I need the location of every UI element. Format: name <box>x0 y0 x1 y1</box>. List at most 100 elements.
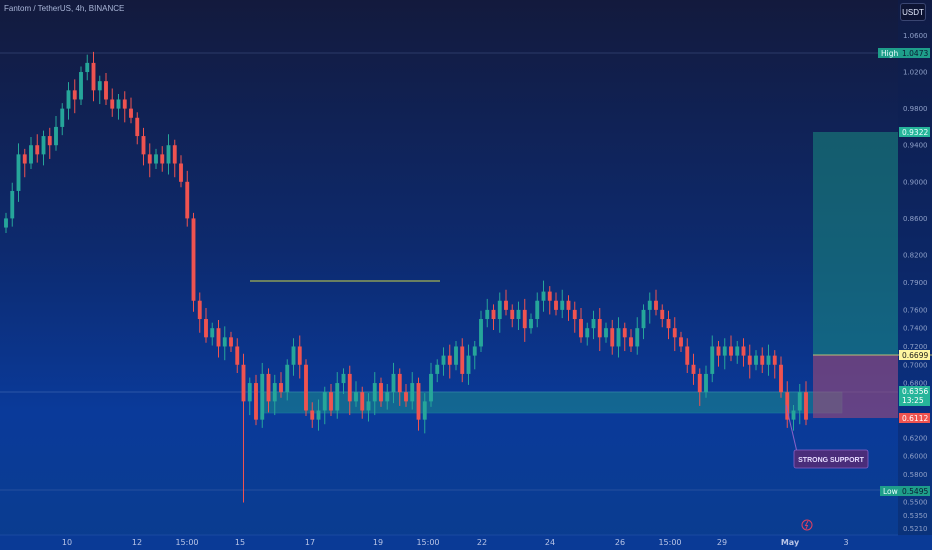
candle-body <box>222 337 227 347</box>
candle-body <box>41 136 46 155</box>
candle-body <box>354 392 358 402</box>
candle-body <box>166 145 171 164</box>
svg-text:0.6699: 0.6699 <box>902 351 928 360</box>
candle-body <box>516 309 521 320</box>
candle-body <box>772 355 777 365</box>
candle-body <box>347 373 352 402</box>
price-axis-panel[interactable] <box>898 0 932 550</box>
candle-body <box>672 328 677 338</box>
candle-body <box>741 346 746 356</box>
candle-body <box>404 392 408 402</box>
time-axis-panel[interactable] <box>0 535 932 550</box>
candle-body <box>185 181 190 219</box>
price-tick-label: 1.0200 <box>903 69 928 77</box>
candle-body <box>335 383 340 411</box>
candle-body <box>479 319 483 347</box>
candle-body <box>235 346 240 365</box>
candle-body <box>304 364 308 411</box>
candle-body <box>272 383 277 402</box>
candle-body <box>579 319 583 338</box>
time-tick-label: 15:00 <box>416 538 439 547</box>
time-tick-label: 22 <box>477 538 487 547</box>
candle-body <box>654 300 658 310</box>
candle-body <box>560 300 565 310</box>
svg-text:0.5495: 0.5495 <box>902 487 928 496</box>
candle-body <box>691 364 696 374</box>
stop-zone[interactable] <box>813 355 898 418</box>
time-tick-label: 29 <box>717 538 727 547</box>
candle-body <box>572 309 577 320</box>
candle-body <box>241 364 246 402</box>
price-tick-label: 0.6800 <box>903 380 928 388</box>
callout-pointer <box>785 404 798 453</box>
lightning-icon[interactable] <box>801 519 813 531</box>
candle-body <box>160 154 165 164</box>
symbol-title[interactable]: Fantom / TetherUS, 4h, BINANCE <box>4 4 125 13</box>
price-tick-label: 0.5210 <box>903 525 928 533</box>
price-tick-label: 0.5500 <box>903 498 928 506</box>
candle-body <box>722 346 727 356</box>
candle-body <box>29 145 33 164</box>
candle-body <box>766 355 771 365</box>
entry-price-tag: 0.6699 <box>899 350 930 360</box>
candle-body <box>504 300 508 310</box>
price-tick-label: 0.6200 <box>903 434 928 442</box>
candle-body <box>779 364 783 393</box>
candle-body <box>454 346 458 365</box>
time-tick-label: 15 <box>235 538 245 547</box>
candle-body <box>129 108 133 118</box>
candle-body <box>385 392 390 402</box>
candle-body <box>397 373 402 393</box>
candle-body <box>172 145 177 164</box>
candle-body <box>147 154 152 164</box>
candle-body <box>529 319 533 329</box>
price-tick-label: 0.7200 <box>903 343 928 351</box>
candle-body <box>660 309 665 320</box>
strong-support-callout[interactable] <box>793 449 869 469</box>
callout-label: STRONG SUPPORT <box>798 457 864 464</box>
candle-body <box>441 355 446 365</box>
candle-body <box>422 401 427 420</box>
candle-body <box>510 309 515 320</box>
candle-body <box>22 154 27 164</box>
candle-body <box>535 300 540 320</box>
candle-body <box>604 328 608 338</box>
candle-body <box>66 90 71 109</box>
candle-body <box>522 309 527 329</box>
candle-body <box>310 410 315 420</box>
svg-text:Low: Low <box>883 487 898 496</box>
candle-body <box>341 373 346 384</box>
candle-body <box>491 309 496 320</box>
candle-body <box>710 346 715 374</box>
candle-body <box>72 90 77 100</box>
price-axis-ticks: 1.0600 1.0200 0.9800 0.9400 0.9000 0.8600 0.82… <box>903 32 928 533</box>
currency-button[interactable]: USDT <box>900 3 926 21</box>
candle-body <box>597 319 602 338</box>
time-tick-label: 24 <box>545 538 555 547</box>
svg-text:1.0473: 1.0473 <box>902 49 928 58</box>
candle-body <box>497 300 502 320</box>
candle-body <box>16 154 21 191</box>
svg-text:0.6112: 0.6112 <box>902 414 928 423</box>
svg-text:High: High <box>881 49 898 58</box>
price-tick-label: 0.9800 <box>903 105 928 113</box>
price-tick-label: 0.7900 <box>903 279 928 287</box>
candle-body <box>116 99 121 109</box>
candle-body <box>566 300 571 310</box>
time-tick-label: 3 <box>843 538 848 547</box>
candle-body <box>635 328 640 347</box>
candle-body <box>135 117 140 137</box>
candle-body <box>416 383 421 420</box>
candle-body <box>716 346 721 356</box>
candle-body <box>104 81 108 100</box>
candle-body <box>97 81 102 91</box>
price-tick-label: 0.7400 <box>903 325 928 333</box>
time-tick-label: 15:00 <box>658 538 681 547</box>
time-tick-label: 26 <box>615 538 625 547</box>
candle-body <box>360 392 365 411</box>
time-tick-label: 19 <box>373 538 383 547</box>
candle-body <box>291 346 296 365</box>
target-zone[interactable] <box>813 132 898 355</box>
candle-body <box>760 355 765 365</box>
